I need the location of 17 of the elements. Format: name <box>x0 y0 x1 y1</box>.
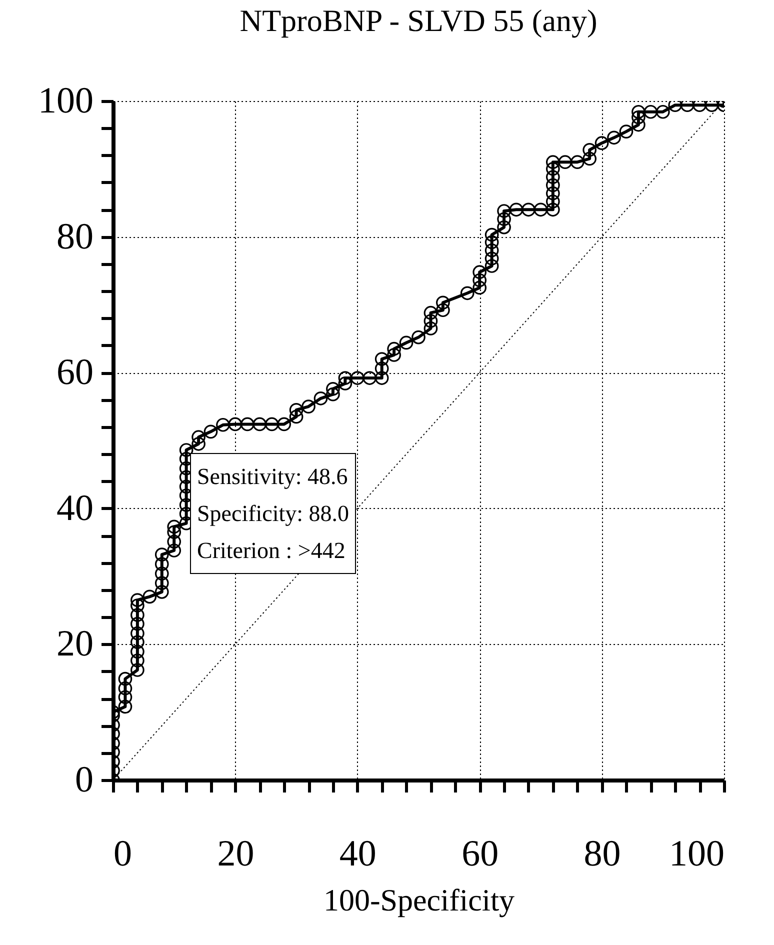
annotation: Specificity: 88.0 <box>197 500 350 528</box>
x-axis-title: 100-Specificity <box>323 882 516 918</box>
y-tick-label: 80 <box>56 216 94 258</box>
y-tick-label: 20 <box>56 624 94 665</box>
x-tick-label: 60 <box>462 834 499 874</box>
y-tick-label: 40 <box>56 488 94 529</box>
x-tick-label: 40 <box>339 834 376 874</box>
y-tick-label: 100 <box>38 80 94 122</box>
y-tick-label: 60 <box>56 352 94 394</box>
x-tick-label: 20 <box>217 834 254 874</box>
y-tick-label: 0 <box>75 760 94 800</box>
annotation: Criterion : >442 <box>197 537 346 565</box>
annotation: Sensitivity: 48.6 <box>197 463 349 491</box>
x-tick-label: 80 <box>584 834 621 874</box>
chart-title: NTproBNP - SLVD 55 (any) <box>240 3 598 38</box>
x-tick-label: 100 <box>669 834 724 874</box>
x-tick-label: 0 <box>114 834 132 874</box>
